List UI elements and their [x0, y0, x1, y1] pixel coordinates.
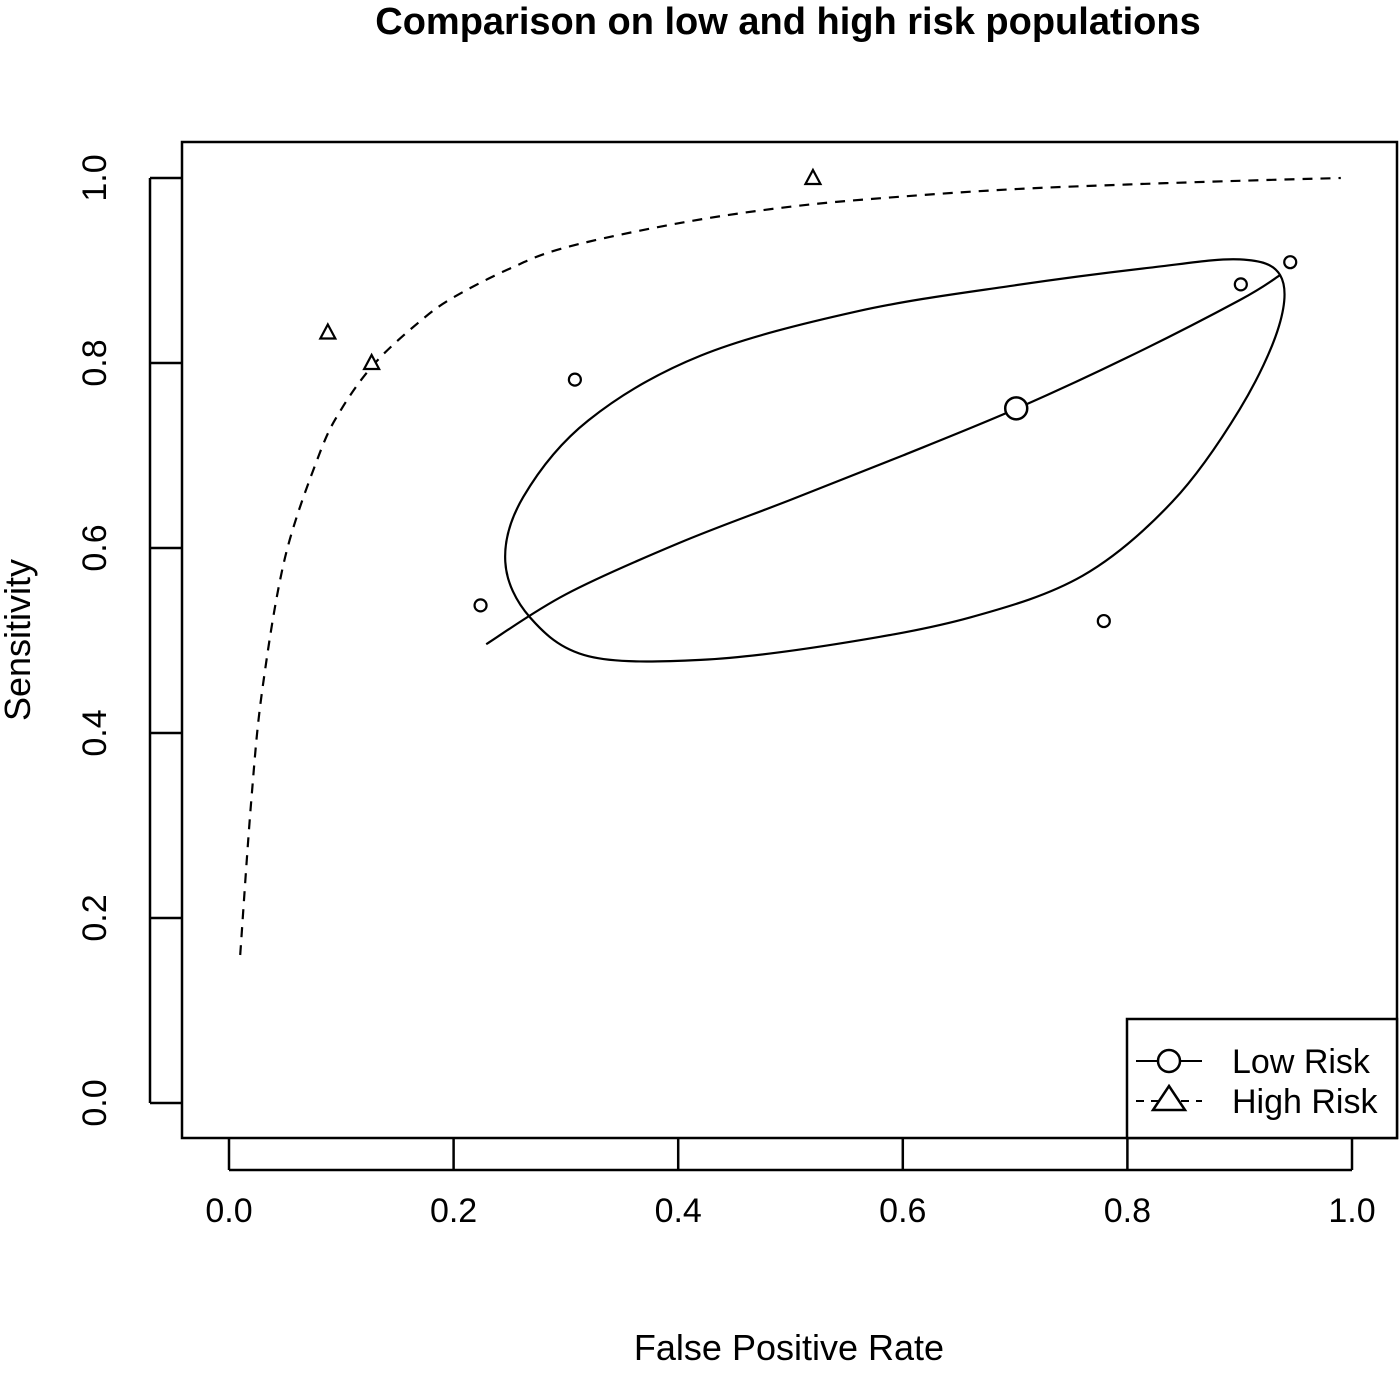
data-point-low-risk — [1283, 255, 1298, 270]
legend-label-low-risk: Low Risk — [1232, 1043, 1371, 1081]
x-tick-label: 0.0 — [205, 1192, 252, 1230]
legend-box — [1125, 1017, 1399, 1140]
summary-point-low-risk — [1003, 396, 1029, 421]
plot-frame — [180, 140, 1399, 1140]
sroc-curve-low-risk — [485, 274, 1281, 646]
data-point-low-risk — [473, 598, 488, 613]
chart-title: Comparison on low and high risk populati… — [375, 1, 1200, 43]
curves-layer — [239, 176, 1341, 956]
y-tick-label: 0.2 — [76, 894, 114, 941]
x-tick-label: 0.2 — [430, 1192, 477, 1230]
legend: Low Risk High Risk — [1125, 1017, 1399, 1140]
y-tick-label: 1.0 — [76, 154, 114, 201]
data-point-high-risk — [318, 322, 338, 340]
axes-layer: 0.0 0.2 0.4 0.6 0.8 1.0 0.0 0.2 0.4 0.6 0.8 1.0 — [76, 154, 1376, 1230]
y-tick-label: 0.6 — [76, 524, 114, 571]
y-tick-label: 0.4 — [76, 709, 114, 756]
y-axis-label: Sensitivity — [0, 559, 38, 721]
legend-marker-circle — [1156, 1048, 1182, 1074]
x-axis-label: False Positive Rate — [634, 1327, 944, 1368]
data-point-low-risk — [1096, 613, 1111, 629]
x-tick-label: 0.4 — [655, 1192, 702, 1230]
sroc-curve-high-risk — [239, 176, 1341, 956]
y-tick-label: 0.0 — [76, 1079, 114, 1126]
y-tick-label: 0.8 — [76, 339, 114, 386]
data-point-low-risk — [567, 372, 582, 387]
data-point-high-risk — [803, 167, 823, 186]
legend-label-high-risk: High Risk — [1232, 1083, 1378, 1121]
x-tick-label: 0.6 — [879, 1192, 926, 1230]
x-tick-label: 0.8 — [1104, 1192, 1151, 1230]
data-point-low-risk — [1233, 277, 1248, 292]
x-tick-label: 1.0 — [1328, 1192, 1375, 1230]
legend-marker-triangle — [1150, 1083, 1188, 1112]
confidence-region-low-risk — [504, 258, 1286, 663]
data-point-high-risk — [362, 352, 381, 371]
points-layer — [318, 167, 1298, 629]
